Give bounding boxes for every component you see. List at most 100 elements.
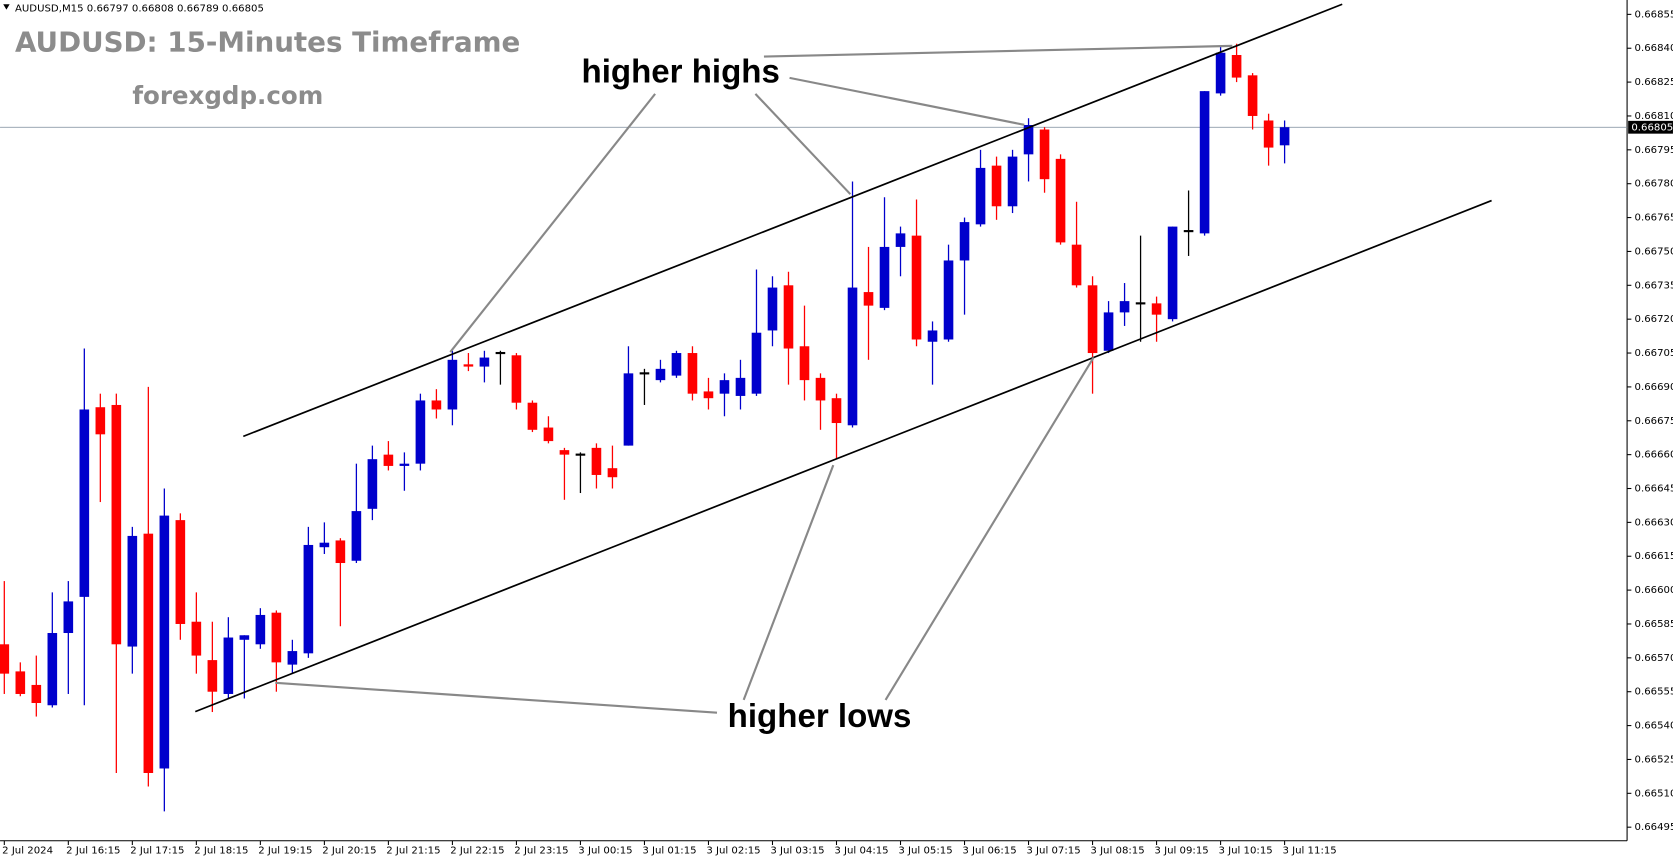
x-tick-label: 3 Jul 03:15	[770, 845, 824, 856]
candle-body	[415, 400, 426, 464]
chart-subtitle: forexgdp.com	[132, 81, 323, 110]
candle-body	[383, 454, 394, 466]
candle-body	[0, 644, 10, 674]
annotation: higher lows	[728, 698, 912, 735]
pointer-line	[449, 93, 656, 353]
candle-body	[575, 453, 586, 456]
y-tick-label: 0.66540	[1635, 721, 1673, 732]
candle-body	[111, 404, 122, 645]
candle-body	[207, 660, 218, 692]
candle-body	[639, 372, 650, 375]
candle-body	[1167, 226, 1178, 320]
candle-body	[63, 601, 74, 634]
y-tick-label: 0.66810	[1635, 111, 1673, 122]
candle-body	[815, 377, 826, 401]
candle-body	[751, 332, 762, 394]
x-tick-label: 2 Jul 17:15	[130, 845, 184, 856]
y-tick-label: 0.66690	[1635, 382, 1673, 393]
x-tick-label: 3 Jul 05:15	[898, 845, 952, 856]
candle-body	[943, 260, 954, 340]
candle-body	[1247, 75, 1258, 116]
candle-body	[223, 637, 234, 694]
annotation: higher highs	[582, 53, 780, 90]
candle-body	[1215, 52, 1226, 94]
price-label-box	[1628, 120, 1673, 134]
y-tick-label: 0.66630	[1635, 517, 1673, 528]
price-label: 0.66805	[1631, 122, 1673, 133]
x-tick-label: 2 Jul 2024	[2, 845, 53, 856]
y-tick-label: 0.66570	[1635, 653, 1673, 664]
candle-body	[1055, 158, 1066, 243]
y-tick-label: 0.66720	[1635, 314, 1673, 325]
y-tick-label: 0.66795	[1635, 145, 1673, 156]
candle-body	[15, 671, 26, 694]
candle-body	[655, 368, 666, 381]
candle-layer	[0, 43, 1290, 812]
header: AUDUSD,M15 0.66797 0.66808 0.66789 0.668…	[15, 4, 264, 15]
candle-body	[463, 364, 474, 367]
candle-body	[95, 407, 106, 435]
candle-body	[495, 351, 506, 355]
candle-body	[175, 520, 186, 624]
candle-body	[239, 635, 250, 640]
x-tick-label: 2 Jul 16:15	[66, 845, 120, 856]
y-tick-label: 0.66600	[1635, 585, 1673, 596]
y-tick-label: 0.66855	[1635, 9, 1673, 20]
y-tick-label: 0.66660	[1635, 450, 1673, 461]
pointer-line	[742, 464, 835, 701]
y-tick-label: 0.66495	[1635, 822, 1673, 833]
candle-body	[879, 246, 890, 308]
candle-body	[1279, 127, 1290, 146]
y-tick-label: 0.66615	[1635, 551, 1673, 562]
x-tick-label: 3 Jul 01:15	[642, 845, 696, 856]
candle-body	[127, 535, 138, 647]
x-tick-label: 3 Jul 10:15	[1218, 845, 1272, 856]
x-tick-label: 2 Jul 22:15	[450, 845, 504, 856]
x-tick-label: 3 Jul 02:15	[706, 845, 760, 856]
x-tick-label: 2 Jul 23:15	[514, 845, 568, 856]
candle-body	[687, 353, 698, 394]
candle-body	[543, 427, 554, 442]
candle-body	[927, 330, 938, 342]
channel-upper	[242, 3, 1343, 438]
candle-body	[1231, 55, 1242, 78]
x-tick-label: 3 Jul 07:15	[1026, 845, 1080, 856]
pointer-line	[884, 356, 1095, 701]
candle-body	[399, 463, 410, 466]
candle-body	[287, 651, 298, 665]
channel-lower	[194, 199, 1492, 713]
y-tick-label: 0.66645	[1635, 484, 1673, 495]
candle-body	[1103, 312, 1114, 351]
candle-body	[1199, 91, 1210, 234]
y-tick-label: 0.66735	[1635, 280, 1673, 291]
candle-body	[991, 165, 1002, 207]
candle-body	[975, 167, 986, 225]
x-tick-label: 2 Jul 20:15	[322, 845, 376, 856]
pointer-line	[789, 76, 1025, 126]
candle-body	[799, 346, 810, 381]
candle-body	[255, 614, 266, 645]
y-tick-label: 0.66510	[1635, 788, 1673, 799]
candle-body	[1183, 230, 1194, 233]
candle-body	[847, 287, 858, 426]
x-tick-label: 3 Jul 04:15	[834, 845, 888, 856]
candle-body	[911, 235, 922, 340]
y-tick-label: 0.66765	[1635, 213, 1673, 224]
y-tick-label: 0.66585	[1635, 619, 1673, 630]
pointer-line	[763, 44, 1233, 58]
candle-body	[1119, 301, 1130, 313]
chart-title: AUDUSD: 15-Minutes Timeframe	[15, 26, 520, 59]
y-tick-label: 0.66555	[1635, 687, 1673, 698]
candle-body	[863, 292, 874, 306]
candle-body	[735, 377, 746, 396]
y-tick-label: 0.66840	[1635, 43, 1673, 54]
candle-body	[143, 533, 154, 773]
candle-body	[719, 380, 730, 394]
pointer-lines	[275, 44, 1233, 714]
x-tick-label: 3 Jul 09:15	[1154, 845, 1208, 856]
candle-body	[895, 233, 906, 247]
candle-body	[159, 515, 170, 769]
x-tick-label: 3 Jul 00:15	[578, 845, 632, 856]
